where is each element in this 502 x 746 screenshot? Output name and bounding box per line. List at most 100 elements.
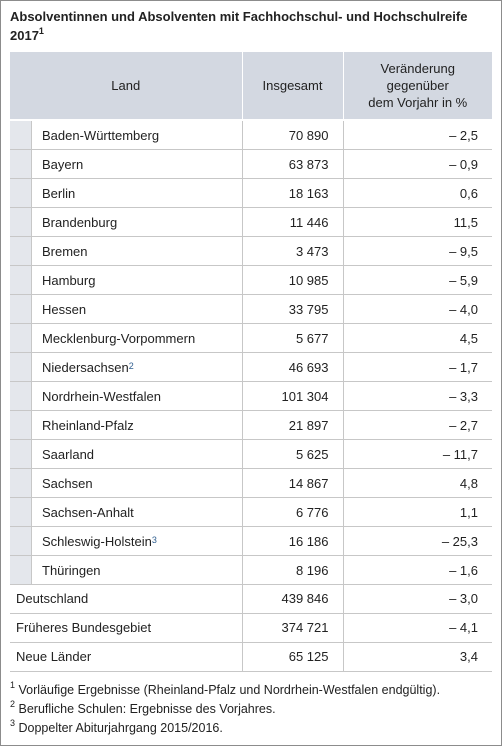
land-name: Sachsen bbox=[42, 475, 93, 491]
indent-gutter bbox=[10, 121, 32, 149]
table-row: Berlin 18 163 0,6 bbox=[10, 178, 492, 208]
land-cell: Hessen bbox=[10, 294, 243, 324]
insgesamt-cell: 6 776 bbox=[242, 497, 344, 527]
land-name: Rheinland-Pfalz bbox=[42, 417, 134, 433]
land-name: Baden-Württemberg bbox=[42, 127, 160, 143]
table-row: Brandenburg 11 446 11,5 bbox=[10, 207, 492, 237]
table-total-row: Früheres Bundesgebiet 374 721– 4,1 bbox=[10, 613, 492, 643]
indent-gutter bbox=[10, 179, 32, 207]
page-title: Absolventinnen und Absolventen mit Fachh… bbox=[10, 7, 494, 45]
veraenderung-cell: – 3,0 bbox=[343, 584, 492, 614]
veraenderung-cell: 3,4 bbox=[343, 642, 492, 672]
footnotes: 1 Vorläufige Ergebnisse (Rheinland-Pfalz… bbox=[10, 680, 494, 738]
veraenderung-cell: – 11,7 bbox=[343, 439, 492, 469]
land-cell: Rheinland-Pfalz bbox=[10, 410, 243, 440]
data-table: Land Insgesamt Veränderung gegenüber dem… bbox=[10, 52, 492, 672]
indent-gutter bbox=[10, 498, 32, 526]
insgesamt-cell: 65 125 bbox=[242, 642, 344, 672]
header-insgesamt: Insgesamt bbox=[242, 52, 344, 121]
land-name: Früheres Bundesgebiet bbox=[16, 620, 152, 636]
land-name: Niedersachsen bbox=[42, 359, 129, 375]
indent-gutter bbox=[10, 469, 32, 497]
table-body: Baden-Württemberg 70 890– 2,5 Bayern 63 873… bbox=[10, 120, 492, 672]
land-cell: Nordrhein-Westfalen bbox=[10, 381, 243, 411]
insgesamt-cell: 11 446 bbox=[242, 207, 344, 237]
indent-gutter bbox=[10, 237, 32, 265]
land-cell: Bremen bbox=[10, 236, 243, 266]
land-name: Berlin bbox=[42, 185, 76, 201]
indent-gutter bbox=[10, 266, 32, 294]
land-cell: Saarland bbox=[10, 439, 243, 469]
indent-gutter bbox=[10, 440, 32, 468]
land-cell: Schleswig-Holstein 3 bbox=[10, 526, 243, 556]
land-name: Saarland bbox=[42, 446, 95, 462]
insgesamt-cell: 21 897 bbox=[242, 410, 344, 440]
table-total-row: Neue Länder 65 125 3,4 bbox=[10, 642, 492, 672]
footnote-text: Berufliche Schulen: Ergebnisse des Vorja… bbox=[18, 702, 276, 716]
header-veraenderung-line2: gegenüber bbox=[386, 78, 449, 93]
table-total-row: Deutschland 439 846– 3,0 bbox=[10, 584, 492, 614]
land-cell: Bayern bbox=[10, 149, 243, 179]
veraenderung-cell: – 9,5 bbox=[343, 236, 492, 266]
insgesamt-cell: 18 163 bbox=[242, 178, 344, 208]
land-cell: Mecklenburg-Vorpommern bbox=[10, 323, 243, 353]
table-row: Niedersachsen 2 46 693– 1,7 bbox=[10, 352, 492, 382]
veraenderung-cell: – 5,9 bbox=[343, 265, 492, 295]
insgesamt-cell: 101 304 bbox=[242, 381, 344, 411]
indent-gutter bbox=[10, 353, 32, 381]
footnote-mark: 2 bbox=[10, 698, 16, 709]
table-row: Bremen 3 473– 9,5 bbox=[10, 236, 492, 266]
insgesamt-cell: 10 985 bbox=[242, 265, 344, 295]
indent-gutter bbox=[10, 382, 32, 410]
land-cell: Baden-Württemberg bbox=[10, 120, 243, 150]
land-cell: Berlin bbox=[10, 178, 243, 208]
table-row: Rheinland-Pfalz 21 897– 2,7 bbox=[10, 410, 492, 440]
land-cell: Deutschland bbox=[10, 584, 243, 614]
veraenderung-cell: – 2,5 bbox=[343, 120, 492, 150]
table-row: Schleswig-Holstein 3 16 186– 25,3 bbox=[10, 526, 492, 556]
table-row: Baden-Württemberg 70 890– 2,5 bbox=[10, 120, 492, 150]
table-row: Saarland 5 625– 11,7 bbox=[10, 439, 492, 469]
veraenderung-cell: – 1,7 bbox=[343, 352, 492, 382]
insgesamt-cell: 46 693 bbox=[242, 352, 344, 382]
veraenderung-cell: 0,6 bbox=[343, 178, 492, 208]
footnote: 2 Berufliche Schulen: Ergebnisse des Vor… bbox=[10, 698, 494, 719]
insgesamt-cell: 33 795 bbox=[242, 294, 344, 324]
land-cell: Sachsen bbox=[10, 468, 243, 498]
table-row: Mecklenburg-Vorpommern 5 677 4,5 bbox=[10, 323, 492, 353]
land-name: Bremen bbox=[42, 243, 88, 259]
table-row: Hessen 33 795– 4,0 bbox=[10, 294, 492, 324]
insgesamt-cell: 8 196 bbox=[242, 555, 344, 585]
footnote: 1 Vorläufige Ergebnisse (Rheinland-Pfalz… bbox=[10, 680, 494, 700]
land-name: Deutschland bbox=[16, 591, 89, 607]
footnote-text: Vorläufige Ergebnisse (Rheinland-Pfalz u… bbox=[18, 683, 441, 697]
header-veraenderung-line1: Veränderung bbox=[380, 61, 455, 76]
table-row: Hamburg 10 985– 5,9 bbox=[10, 265, 492, 295]
header-land: Land bbox=[10, 52, 243, 121]
veraenderung-cell: 1,1 bbox=[343, 497, 492, 527]
header-veraenderung: Veränderung gegenüber dem Vorjahr in % bbox=[343, 52, 492, 121]
insgesamt-cell: 5 625 bbox=[242, 439, 344, 469]
indent-gutter bbox=[10, 556, 32, 584]
land-cell: Früheres Bundesgebiet bbox=[10, 613, 243, 643]
insgesamt-cell: 70 890 bbox=[242, 120, 344, 150]
land-name: Nordrhein-Westfalen bbox=[42, 388, 161, 404]
land-cell: Hamburg bbox=[10, 265, 243, 295]
land-name: Bayern bbox=[42, 156, 84, 172]
veraenderung-cell: – 0,9 bbox=[343, 149, 492, 179]
land-name: Hamburg bbox=[42, 272, 96, 288]
header-veraenderung-line3: dem Vorjahr in % bbox=[368, 95, 468, 110]
footnote-text: Doppelter Abiturjahrgang 2015/2016. bbox=[18, 721, 223, 735]
table-row: Bayern 63 873– 0,9 bbox=[10, 149, 492, 179]
land-name: Hessen bbox=[42, 301, 87, 317]
land-cell: Brandenburg bbox=[10, 207, 243, 237]
indent-gutter bbox=[10, 208, 32, 236]
footnote-mark: 3 bbox=[10, 717, 16, 728]
insgesamt-cell: 439 846 bbox=[242, 584, 344, 614]
land-name: Neue Länder bbox=[16, 649, 92, 665]
land-cell: Thüringen bbox=[10, 555, 243, 585]
veraenderung-cell: 4,8 bbox=[343, 468, 492, 498]
land-cell: Sachsen-Anhalt bbox=[10, 497, 243, 527]
veraenderung-cell: – 1,6 bbox=[343, 555, 492, 585]
table-row: Sachsen 14 867 4,8 bbox=[10, 468, 492, 498]
